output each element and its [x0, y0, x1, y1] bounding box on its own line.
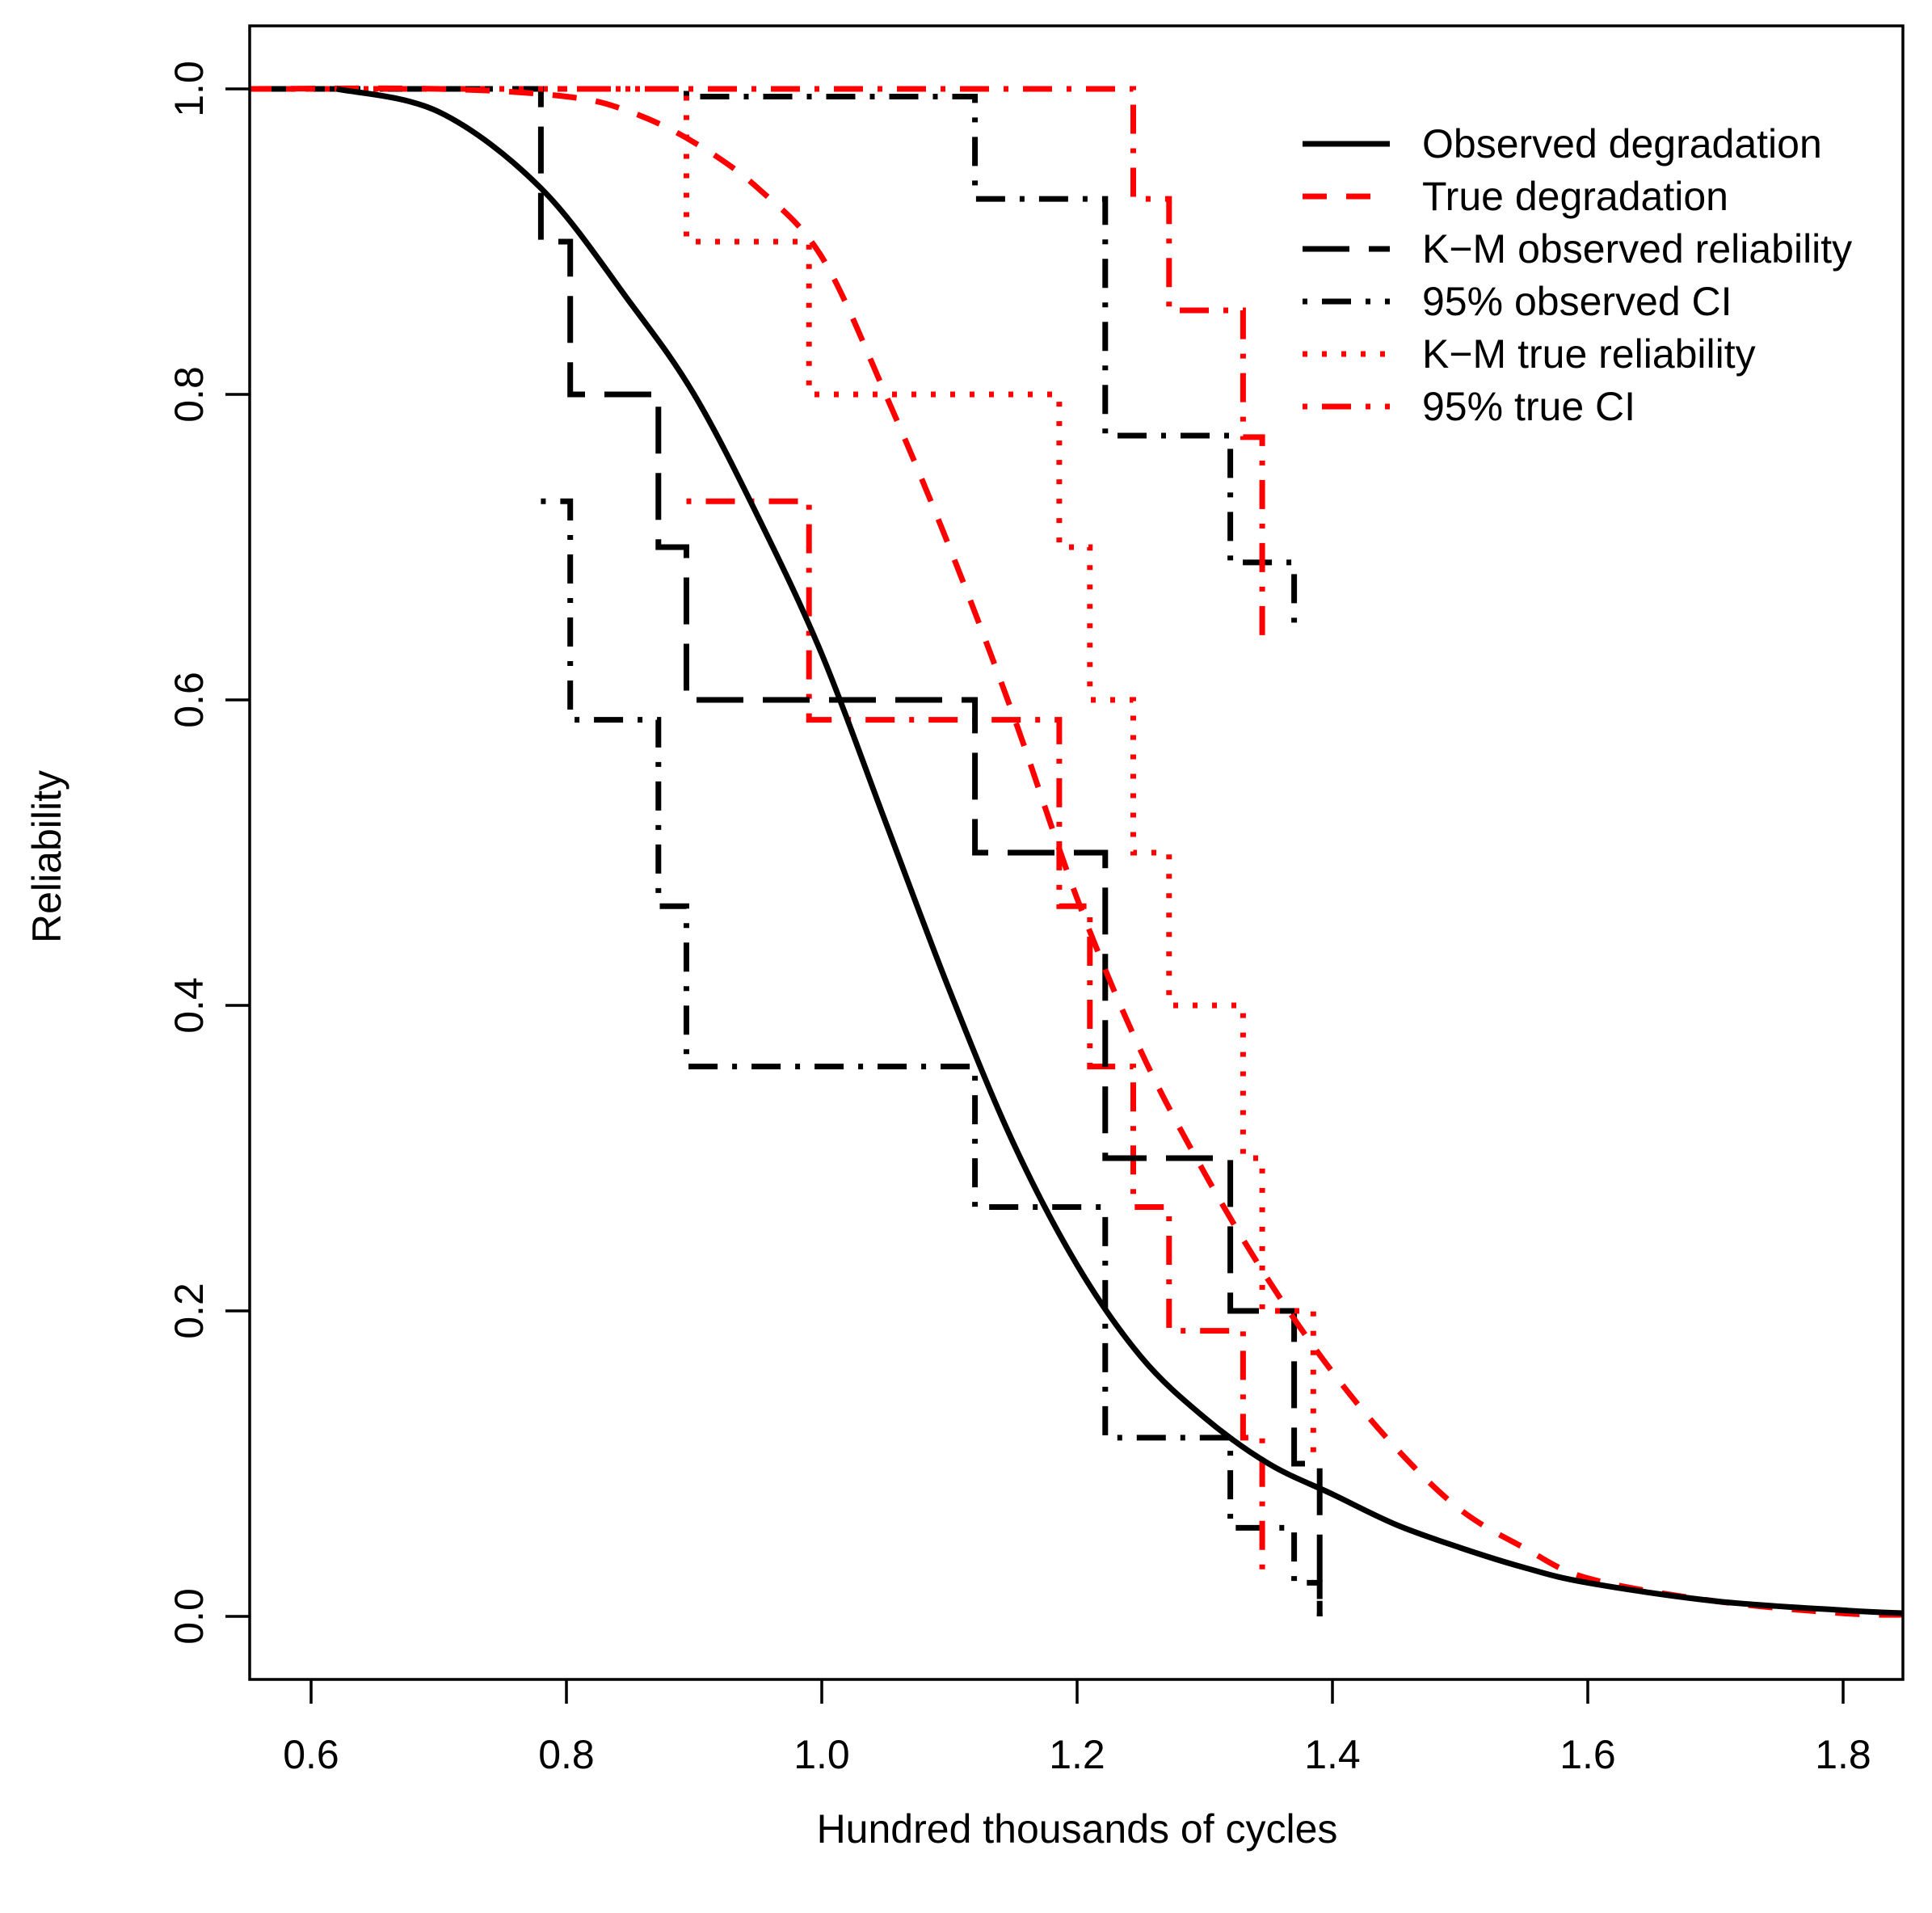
- series-layer: [250, 85, 1903, 1618]
- series-true-degradation: [250, 85, 1903, 1618]
- y-tick-label: 0.6: [166, 672, 212, 728]
- y-tick-label: 0.2: [166, 1283, 212, 1339]
- upper-band-95-observed-ci: [250, 86, 1298, 631]
- series-k-m-observed-reliability: [250, 86, 1323, 1616]
- axes-layer: 0.6 0.8 1.0 1.2 1.4 1.6 1.8 0.0 0.2 0.4 0.6 0.8 1.0: [166, 24, 1905, 1777]
- legend-item-observed-degradation: Observed degradation: [1303, 121, 1822, 166]
- legend-item-95-true-ci: 95% true CI: [1303, 384, 1635, 429]
- x-tick-label: 0.6: [283, 1732, 339, 1777]
- x-tick-label: 0.8: [538, 1732, 595, 1777]
- legend-label: 95% observed CI: [1422, 279, 1732, 324]
- legend-item-95-observed-ci: 95% observed CI: [1303, 279, 1732, 324]
- legend-label: K−M true reliability: [1422, 331, 1756, 377]
- series-k-m-true-reliability: [250, 86, 1316, 1464]
- series-95-observed-ci: [250, 86, 1323, 1616]
- step-k-m-observed-reliability: [250, 86, 1323, 1616]
- legend-item-k-m-observed-reliability: K−M observed reliability: [1303, 226, 1852, 272]
- legend-label: 95% true CI: [1422, 384, 1635, 429]
- y-axis-title: Reliability: [24, 770, 69, 943]
- legend-label: Observed degradation: [1422, 121, 1822, 166]
- y-tick-label: 1.0: [166, 61, 212, 117]
- curve-observed-degradation: [335, 86, 1903, 1616]
- legend: Observed degradation True degradation K−M …: [1303, 121, 1852, 429]
- x-tick-label: 1.0: [793, 1732, 850, 1777]
- x-axis-title: Hundred thousands of cycles: [817, 1806, 1338, 1852]
- legend-item-k-m-true-reliability: K−M true reliability: [1303, 331, 1756, 377]
- upper-band-95-true-ci: [250, 86, 1265, 639]
- series-95-true-ci: [250, 86, 1265, 1578]
- curve-true-degradation: [250, 85, 1903, 1618]
- step-k-m-true-reliability: [250, 86, 1316, 1464]
- x-tick-label: 1.4: [1304, 1732, 1361, 1777]
- series-observed-degradation: [335, 86, 1903, 1616]
- legend-item-true-degradation: True degradation: [1303, 174, 1728, 219]
- x-tick-label: 1.8: [1815, 1732, 1871, 1777]
- y-tick-label: 0.0: [166, 1588, 212, 1645]
- y-tick-label: 0.4: [166, 977, 212, 1034]
- x-tick-label: 1.6: [1559, 1732, 1616, 1777]
- x-tick-label: 1.2: [1049, 1732, 1105, 1777]
- lower-band-95-observed-ci: [541, 498, 1323, 1616]
- legend-label: K−M observed reliability: [1422, 226, 1852, 272]
- y-tick-label: 0.8: [166, 366, 212, 423]
- legend-label: True degradation: [1422, 174, 1728, 219]
- lower-band-95-true-ci: [686, 498, 1265, 1578]
